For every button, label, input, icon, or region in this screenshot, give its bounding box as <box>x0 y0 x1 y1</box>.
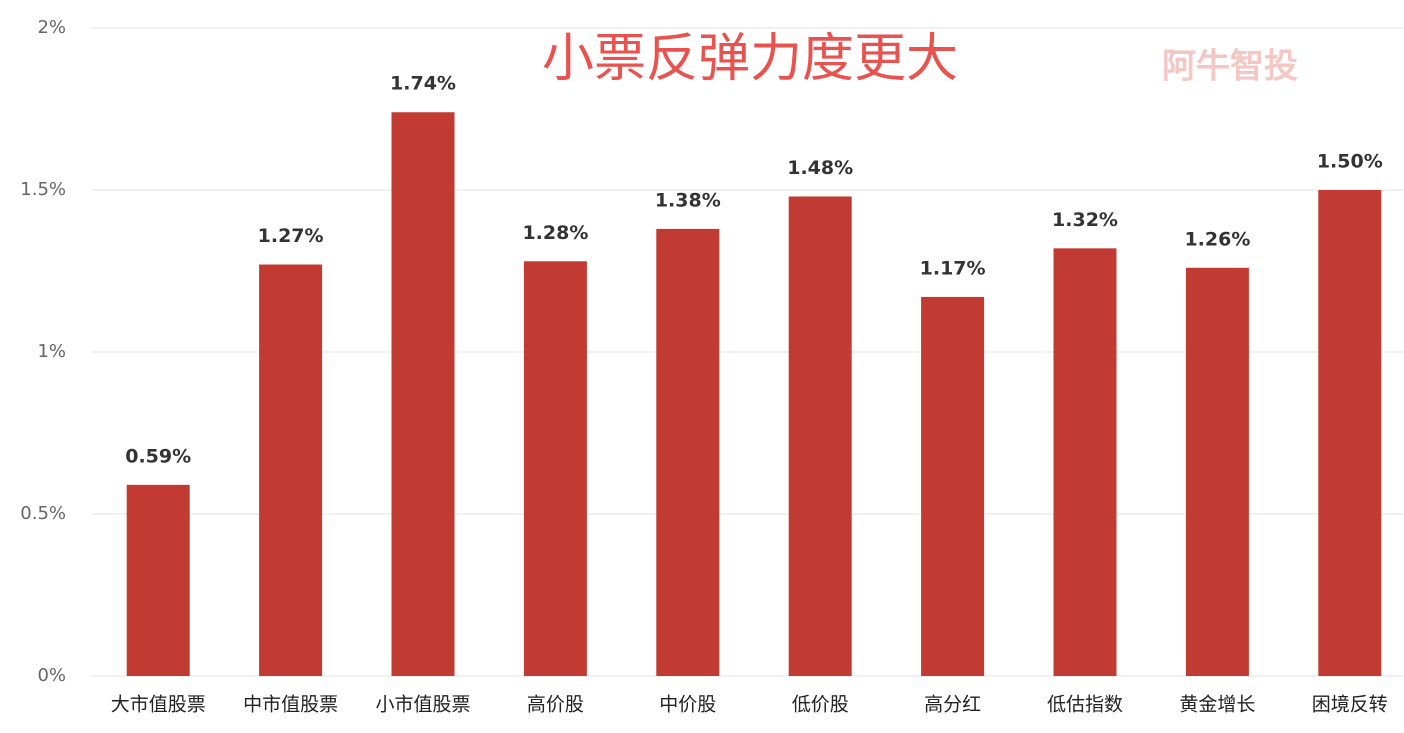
bar <box>1053 248 1117 676</box>
bar <box>788 196 852 677</box>
bar <box>523 261 587 676</box>
y-tick-label: 0% <box>37 665 66 686</box>
x-tick-label: 中价股 <box>659 694 716 716</box>
bar <box>126 484 190 676</box>
x-tick-label: 低价股 <box>792 694 849 716</box>
value-label: 1.28% <box>522 222 588 244</box>
x-tick-label: 中市值股票 <box>243 694 338 716</box>
chart-title: 小票反弹力度更大 <box>542 29 958 89</box>
bar <box>1185 267 1249 676</box>
value-label: 1.17% <box>920 257 986 279</box>
x-tick-label: 小市值股票 <box>375 694 470 716</box>
bar <box>1318 190 1382 676</box>
bar <box>259 264 323 676</box>
x-tick-label: 高分红 <box>924 694 981 716</box>
x-tick-label: 大市值股票 <box>111 694 206 716</box>
value-label: 1.48% <box>787 157 853 179</box>
y-tick-label: 1% <box>37 341 66 362</box>
value-label: 1.50% <box>1317 151 1383 173</box>
x-tick-label: 黄金增长 <box>1179 694 1255 716</box>
bar <box>391 112 455 677</box>
y-tick-label: 2% <box>37 17 66 38</box>
value-label: 1.38% <box>655 189 721 211</box>
value-label: 1.74% <box>390 73 456 95</box>
x-tick-label: 高价股 <box>527 694 584 716</box>
x-tick-label: 低估指数 <box>1047 694 1123 716</box>
value-label: 1.26% <box>1184 228 1250 250</box>
y-tick-label: 0.5% <box>20 503 66 524</box>
x-tick-label: 困境反转 <box>1312 694 1388 716</box>
watermark: 阿牛智投 <box>1162 47 1298 87</box>
value-label: 1.32% <box>1052 209 1118 231</box>
y-tick-label: 1.5% <box>20 179 66 200</box>
value-label: 1.27% <box>258 225 324 247</box>
bar <box>921 296 985 676</box>
value-label: 0.59% <box>125 445 191 467</box>
bar <box>656 228 720 676</box>
